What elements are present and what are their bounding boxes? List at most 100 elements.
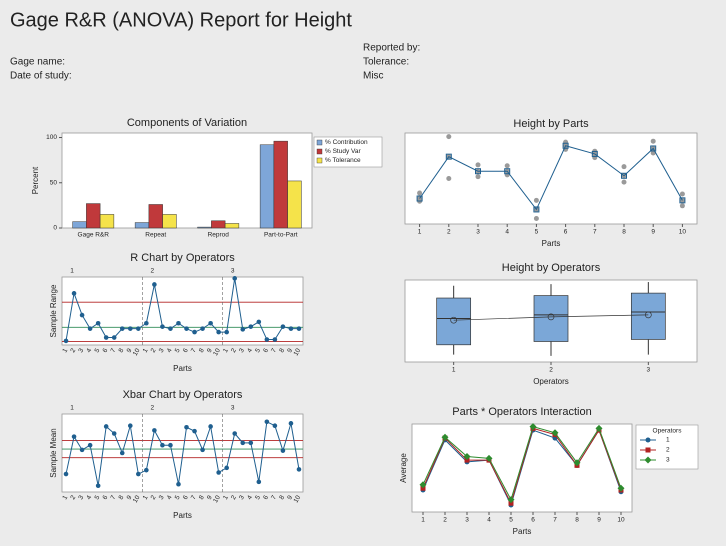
data-point bbox=[111, 431, 117, 436]
x-axis-label: Parts bbox=[173, 364, 192, 373]
x-axis-label: Parts bbox=[173, 511, 192, 520]
field-label: Date of study: bbox=[10, 71, 72, 82]
data-point bbox=[240, 327, 246, 332]
data-point bbox=[420, 485, 426, 491]
x-tick-label: 1 bbox=[61, 494, 69, 501]
x-tick-label: 8 bbox=[278, 347, 286, 354]
y-tick-label: 100 bbox=[46, 134, 57, 141]
legend-label: 3 bbox=[666, 457, 670, 464]
group-label: 2 bbox=[151, 405, 155, 412]
data-point bbox=[216, 470, 221, 475]
observation bbox=[650, 138, 656, 144]
y-axis-label: Sample Range bbox=[49, 284, 58, 337]
data-point bbox=[200, 326, 205, 331]
data-point bbox=[103, 424, 109, 429]
report-title: Gage R&R (ANOVA) Report for Height bbox=[10, 9, 352, 31]
bar bbox=[211, 220, 226, 229]
x-tick-label: 6 bbox=[531, 517, 535, 524]
y-tick-label: 0 bbox=[53, 225, 57, 232]
observation bbox=[417, 190, 423, 196]
x-tick-label: 3 bbox=[647, 367, 651, 374]
mean-marker bbox=[650, 145, 657, 152]
bar bbox=[99, 214, 115, 229]
x-tick-label: 9 bbox=[286, 494, 294, 501]
chart-title: Components of Variation bbox=[127, 117, 247, 129]
bar bbox=[273, 140, 288, 229]
chart-title: Height by Parts bbox=[513, 118, 589, 130]
box bbox=[533, 295, 569, 342]
data-point bbox=[240, 440, 246, 446]
x-tick-label: 4 bbox=[246, 494, 254, 501]
bar bbox=[72, 221, 87, 229]
x-tick-label: 1 bbox=[222, 494, 230, 501]
x-tick-label: 10 bbox=[293, 494, 303, 504]
x-tick-label: 5 bbox=[174, 494, 182, 501]
x-tick-label: 5 bbox=[535, 229, 539, 236]
data-point bbox=[232, 431, 238, 436]
x-tick-label: 1 bbox=[61, 347, 69, 354]
data-point bbox=[63, 338, 69, 344]
x-tick-label: 9 bbox=[126, 347, 134, 354]
mean-marker bbox=[445, 153, 452, 160]
y-axis-label: Average bbox=[399, 453, 408, 483]
x-tick-label: 6 bbox=[262, 347, 270, 354]
field-label: Reported by: bbox=[363, 43, 420, 54]
group-label: 3 bbox=[231, 405, 235, 412]
bar bbox=[197, 226, 212, 229]
chart-title: Xbar Chart by Operators bbox=[123, 389, 243, 401]
mean-marker bbox=[416, 195, 423, 202]
legend-swatch bbox=[316, 157, 323, 164]
x-tick-label: 7 bbox=[190, 347, 198, 354]
x-tick-label: 3 bbox=[158, 494, 166, 501]
mean-marker bbox=[475, 168, 481, 175]
data-point bbox=[644, 456, 652, 464]
x-tick-label: 4 bbox=[505, 229, 509, 236]
box bbox=[436, 297, 472, 346]
group-label: 1 bbox=[70, 268, 74, 275]
field-label: Gage name: bbox=[10, 57, 65, 68]
x-tick-label: 5 bbox=[254, 494, 262, 501]
x-tick-label: 5 bbox=[254, 347, 262, 354]
x-tick-label: 1 bbox=[452, 367, 456, 374]
x-tick-label: 8 bbox=[198, 347, 206, 354]
box bbox=[630, 292, 666, 340]
x-axis-label: Operators bbox=[533, 377, 569, 386]
mean-marker bbox=[679, 197, 686, 204]
observation bbox=[504, 163, 510, 169]
x-axis-label: Parts bbox=[542, 239, 561, 248]
bar bbox=[162, 214, 177, 229]
bar bbox=[259, 144, 275, 229]
data-point bbox=[296, 326, 302, 331]
data-point bbox=[136, 471, 141, 477]
x-tick-label: 3 bbox=[238, 347, 246, 354]
bar bbox=[134, 222, 150, 229]
data-point bbox=[119, 326, 125, 331]
chart-title: Parts * Operators Interaction bbox=[452, 406, 591, 418]
legend-swatch bbox=[316, 148, 323, 155]
x-tick-label: 10 bbox=[617, 517, 625, 524]
x-tick-label: 5 bbox=[93, 347, 101, 354]
x-tick-label: 3 bbox=[77, 494, 85, 501]
x-tick-label: 10 bbox=[293, 347, 303, 357]
data-point bbox=[127, 326, 133, 331]
x-tick-label: 7 bbox=[270, 347, 278, 354]
x-tick-label: 2 bbox=[447, 229, 451, 236]
data-point bbox=[288, 421, 294, 426]
data-point bbox=[463, 453, 471, 461]
data-point bbox=[111, 335, 117, 340]
data-point bbox=[256, 479, 262, 485]
observation bbox=[446, 176, 452, 181]
x-tick-label: 10 bbox=[212, 347, 222, 357]
x-tick-label: 5 bbox=[93, 494, 101, 501]
legend-label: 1 bbox=[666, 437, 670, 444]
observation bbox=[475, 162, 481, 168]
x-tick-label: 8 bbox=[118, 347, 126, 354]
data-point bbox=[419, 481, 427, 489]
data-point bbox=[296, 467, 302, 472]
data-point bbox=[184, 424, 189, 430]
observation bbox=[533, 216, 539, 222]
group-label: 3 bbox=[231, 268, 235, 275]
x-tick-label: 7 bbox=[110, 347, 118, 354]
x-tick-label: Part-to-Part bbox=[264, 232, 298, 239]
